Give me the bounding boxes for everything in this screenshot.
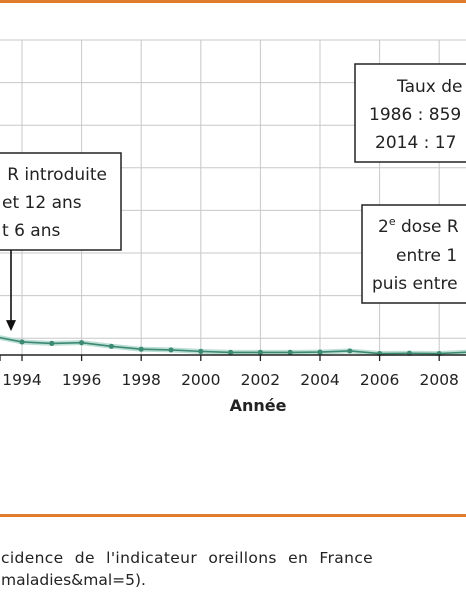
annotation-rr-intro-line1: R introduite — [7, 165, 107, 185]
annotation-rr-intro: R introduite et 12 ans t 6 ans — [0, 152, 122, 251]
caption-line-1: cidence de l'indicateur oreillons en Fra… — [1, 549, 374, 567]
annotation-rr-intro-line3: t 6 ans — [2, 221, 60, 241]
data-point — [49, 340, 55, 346]
x-tick-label: 2004 — [300, 371, 339, 389]
arrow-head — [6, 320, 16, 332]
x-tick-label: 2000 — [181, 371, 220, 389]
annotation-dose2-line2: entre 1 — [396, 246, 457, 266]
data-point — [168, 347, 174, 353]
top-rule — [0, 0, 466, 3]
x-tick-label: 2008 — [419, 371, 458, 389]
data-point — [79, 340, 85, 346]
data-point — [228, 349, 234, 355]
annotation-dose2: 2e dose R entre 1 puis entre — [361, 204, 466, 304]
annotation-taux: Taux de 1986 : 859 2014 : 17 — [354, 63, 466, 163]
data-point — [138, 346, 144, 352]
x-tick-label: 1998 — [121, 371, 160, 389]
data-point — [108, 343, 114, 349]
arrow-icon — [6, 250, 16, 332]
annotation-rr-intro-line2: et 12 ans — [2, 193, 82, 213]
x-tick-label: 2006 — [360, 371, 399, 389]
x-tick-label: 1994 — [2, 371, 41, 389]
data-point — [198, 348, 204, 354]
data-point — [317, 349, 323, 355]
chart: 1994 1996 1998 2000 2002 2004 2006 2008 Année R… — [0, 39, 466, 415]
annotation-taux-line3: 2014 : 17 — [375, 133, 456, 153]
annotation-taux-line1: Taux de — [396, 77, 462, 97]
data-point — [19, 339, 25, 345]
caption-line-2: maladies&mal=5). — [1, 571, 146, 589]
data-point — [347, 348, 353, 354]
annotation-dose2-line3: puis entre — [372, 274, 458, 294]
x-axis-label: Année — [230, 396, 287, 415]
x-axis: 1994 1996 1998 2000 2002 2004 2006 2008 — [0, 354, 466, 389]
x-tick-label: 1996 — [62, 371, 101, 389]
bottom-rule — [0, 514, 466, 517]
figure-caption: cidence de l'indicateur oreillons en Fra… — [0, 547, 466, 591]
annotation-dose2-line1: 2e dose R — [378, 215, 459, 237]
data-point — [287, 349, 293, 355]
annotation-taux-line2: 1986 : 859 — [369, 105, 461, 125]
x-tick-label: 2002 — [241, 371, 280, 389]
data-point — [257, 349, 263, 355]
